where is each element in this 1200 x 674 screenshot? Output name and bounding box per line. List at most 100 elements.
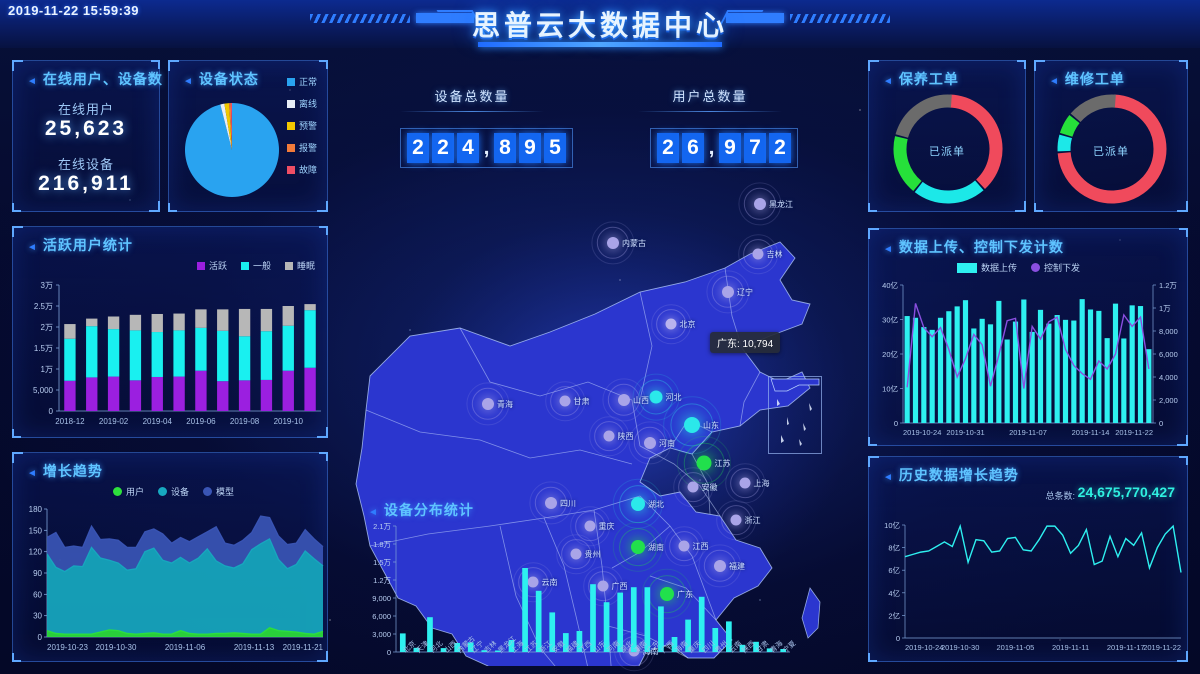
map-marker-上海[interactable] <box>739 477 751 489</box>
upload-bar-12[interactable] <box>1004 339 1010 423</box>
bar-广西[interactable] <box>658 606 664 652</box>
bar-2019-04-一般[interactable] <box>151 332 163 377</box>
bar-甘肃[interactable] <box>753 641 759 652</box>
upload-bar-26[interactable] <box>1121 338 1127 423</box>
bar-天津[interactable] <box>413 647 420 652</box>
map-marker-福建[interactable] <box>714 560 726 572</box>
growth-trend-chart[interactable]: 0 30 60 90 120 150 180 2019-10-23 2019-10-30 2019… <box>13 501 329 661</box>
map-marker-青海[interactable] <box>482 398 494 410</box>
upload-bar-28[interactable] <box>1137 306 1144 423</box>
map-marker-河北[interactable] <box>649 390 663 404</box>
upload-bar-7[interactable] <box>962 300 969 423</box>
legend-item-一般[interactable]: 一般 <box>240 259 271 272</box>
bar-2019-07-一般[interactable] <box>217 330 229 382</box>
upload-bar-2[interactable] <box>921 327 927 423</box>
bar-辽宁[interactable] <box>467 642 474 652</box>
maintenance-segment-已关闭[interactable] <box>895 94 952 139</box>
bar-2019-08-一般[interactable] <box>238 336 251 381</box>
map-marker-内蒙古[interactable] <box>607 237 619 249</box>
upload-bar-6[interactable] <box>954 306 960 423</box>
bar-2019-05-睡眠[interactable] <box>173 313 185 331</box>
bar-内蒙古[interactable] <box>454 643 460 652</box>
map-marker-山东[interactable] <box>684 417 700 433</box>
map-marker-陕西[interactable] <box>603 430 615 442</box>
status-legend-报警[interactable]: 报警 <box>287 141 317 154</box>
upload-bar-8[interactable] <box>971 328 977 423</box>
bar-重庆[interactable] <box>685 619 691 652</box>
bar-2019-11-一般[interactable] <box>304 310 316 368</box>
bar-2019-03-一般[interactable] <box>129 330 142 381</box>
status-legend-故障[interactable]: 故障 <box>287 163 317 176</box>
maintenance-donut-chart[interactable] <box>892 93 1004 205</box>
upload-bar-15[interactable] <box>1029 331 1035 423</box>
upload-bar-14[interactable] <box>1021 299 1027 423</box>
upload-bar-22[interactable] <box>1087 309 1094 423</box>
upload-bar-17[interactable] <box>1046 323 1052 423</box>
bar-2019-08-睡眠[interactable] <box>238 308 251 337</box>
map-marker-重庆[interactable] <box>584 520 596 532</box>
legend-item-数据上传[interactable]: 数据上传 <box>957 261 1017 274</box>
upload-bar-19[interactable] <box>1062 319 1069 423</box>
bar-青海[interactable] <box>766 648 773 652</box>
bar-2019-10-一般[interactable] <box>282 325 294 371</box>
legend-item-设备[interactable]: 设备 <box>158 485 189 498</box>
bar-2019-02-睡眠[interactable] <box>107 316 120 330</box>
map-marker-吉林[interactable] <box>752 248 764 260</box>
pie-slice-报警[interactable] <box>229 103 232 150</box>
map-marker-辽宁[interactable] <box>722 286 734 298</box>
map-marker-贵州[interactable] <box>570 548 582 560</box>
upload-bar-27[interactable] <box>1129 305 1135 423</box>
map-marker-山西[interactable] <box>618 394 630 406</box>
bar-河北[interactable] <box>427 617 433 652</box>
bar-陕西[interactable] <box>739 644 746 652</box>
control-issue-line[interactable] <box>906 303 1150 389</box>
upload-bar-9[interactable] <box>979 318 985 423</box>
bar-浙江[interactable] <box>535 590 542 652</box>
bar-广东[interactable] <box>644 587 651 652</box>
repair-segment-待派单[interactable] <box>1057 94 1167 204</box>
bar-2019-01-一般[interactable] <box>86 326 98 378</box>
map-marker-湖北[interactable] <box>631 497 645 511</box>
legend-item-模型[interactable]: 模型 <box>203 485 234 498</box>
bar-2019-01-睡眠[interactable] <box>86 318 98 327</box>
map-marker-河南[interactable] <box>644 437 656 449</box>
map-marker-四川[interactable] <box>545 497 557 509</box>
legend-item-睡眠[interactable]: 睡眠 <box>284 259 315 272</box>
map-marker-江西[interactable] <box>678 540 690 552</box>
upload-bar-3[interactable] <box>929 329 935 423</box>
bar-上海[interactable] <box>508 640 515 652</box>
upload-bar-23[interactable] <box>1096 310 1102 423</box>
bar-2019-09-一般[interactable] <box>260 331 273 380</box>
bar-2019-08-活跃[interactable] <box>238 380 251 411</box>
bar-2019-07-活跃[interactable] <box>217 381 229 411</box>
map-marker-浙江[interactable] <box>730 514 742 526</box>
repair-segment-已关闭[interactable] <box>1070 94 1116 123</box>
bar-2019-06-活跃[interactable] <box>195 370 207 411</box>
bar-四川[interactable] <box>698 596 705 652</box>
bar-2019-02-活跃[interactable] <box>107 376 120 411</box>
area-模型[interactable] <box>47 516 323 572</box>
map-marker-安徽[interactable] <box>687 481 699 493</box>
status-legend-正常[interactable]: 正常 <box>287 75 317 88</box>
bar-云南[interactable] <box>726 621 732 652</box>
upload-control-chart[interactable]: 0 10亿 20亿 30亿 40亿 0 2,000 4,000 6,000 8,000 1万 1.2万… <box>869 277 1189 445</box>
bar-湖南[interactable] <box>630 587 637 652</box>
bar-2019-09-睡眠[interactable] <box>260 308 273 332</box>
bar-2019-09-活跃[interactable] <box>260 379 273 411</box>
bar-2018-12-睡眠[interactable] <box>64 324 76 339</box>
status-legend-预警[interactable]: 预警 <box>287 119 317 132</box>
bar-福建[interactable] <box>562 633 569 652</box>
bar-吉林[interactable] <box>481 650 488 652</box>
legend-item-控制下发[interactable]: 控制下发 <box>1031 261 1080 274</box>
upload-bar-10[interactable] <box>987 324 994 423</box>
upload-bar-20[interactable] <box>1071 320 1077 423</box>
legend-item-活跃[interactable]: 活跃 <box>196 259 227 272</box>
map-marker-广西[interactable] <box>597 580 609 592</box>
map-marker-甘肃[interactable] <box>559 395 571 407</box>
bar-2019-03-活跃[interactable] <box>129 380 142 411</box>
upload-bar-25[interactable] <box>1112 303 1119 423</box>
bar-2018-12-一般[interactable] <box>64 338 76 381</box>
bar-2019-03-睡眠[interactable] <box>129 314 142 331</box>
maintenance-segment-已完成[interactable] <box>914 180 984 204</box>
